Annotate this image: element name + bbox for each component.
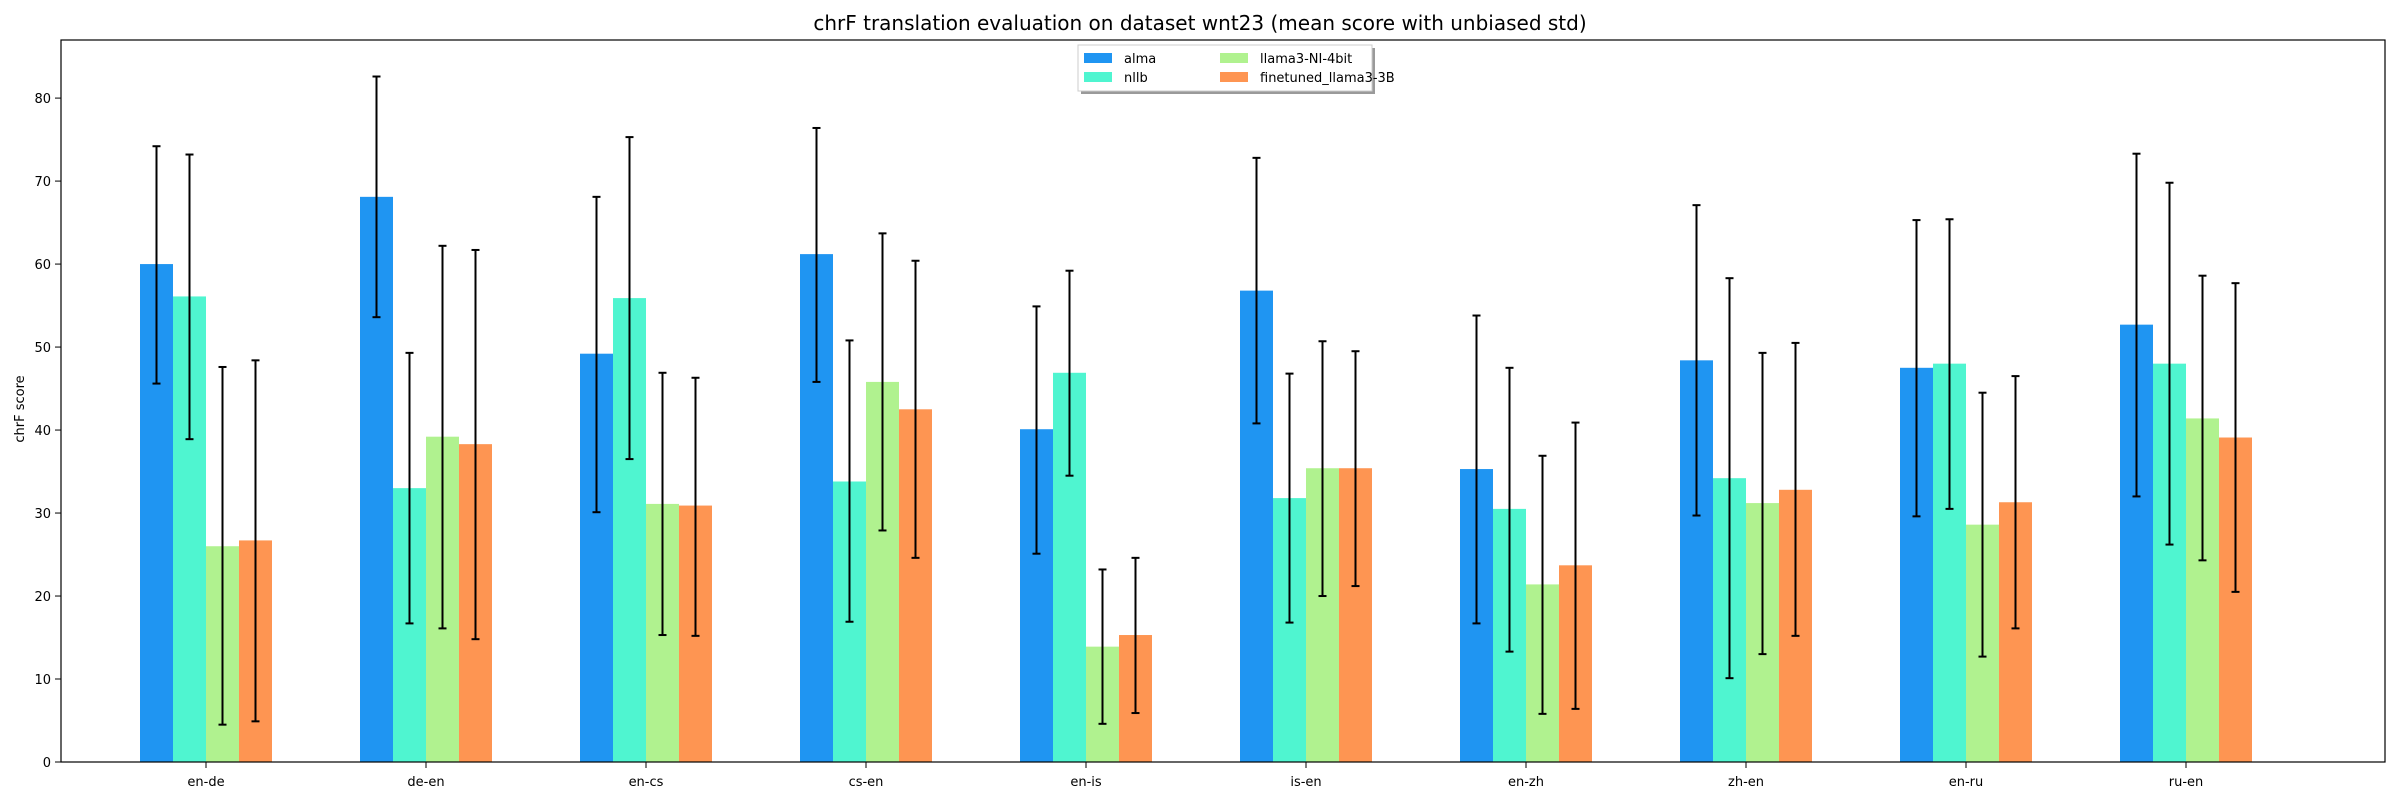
y-tick-label: 70 [34,175,51,190]
y-tick-label: 10 [34,673,51,688]
y-tick-label: 50 [34,341,51,356]
x-tick-label: en-ru [1949,775,1984,790]
y-tick-label: 40 [34,424,51,439]
legend-label: alma [1124,52,1156,67]
legend-label: llama3-NI-4bit [1260,52,1352,67]
chart-title: chrF translation evaluation on dataset w… [813,11,1586,35]
x-tick-label: zh-en [1728,775,1764,790]
x-tick-label: en-de [187,775,224,790]
x-tick-label: cs-en [849,775,884,790]
x-tick-label: en-zh [1508,775,1544,790]
plot-area: 0 10 20 30 40 50 60 70 80 en-de de-en en-cs cs-en en-… [34,39,2386,790]
legend-swatch [1220,53,1248,63]
legend-swatch [1084,53,1112,63]
x-tick-label: is-en [1290,775,1321,790]
legend-swatch [1220,72,1248,82]
legend-label: finetuned_llama3-3B [1260,71,1395,86]
axes-frame [60,39,2386,763]
y-axis-label: chrF score [13,375,28,442]
x-tick-label: en-cs [629,775,664,790]
y-tick-label: 30 [34,507,51,522]
y-tick-label: 0 [43,756,51,771]
y-tick-label: 80 [34,92,51,107]
x-tick-label: en-is [1070,775,1102,790]
legend-swatch [1084,72,1112,82]
legend-label: nllb [1124,71,1148,86]
y-tick-label: 20 [34,590,51,605]
legend: alma nllb llama3-NI-4bit finetuned_llama3-3… [1077,44,1395,94]
x-tick-label: ru-en [2169,775,2204,790]
x-tick-label: de-en [407,775,444,790]
y-tick-label: 60 [34,258,51,273]
legend-box [1077,44,1373,92]
